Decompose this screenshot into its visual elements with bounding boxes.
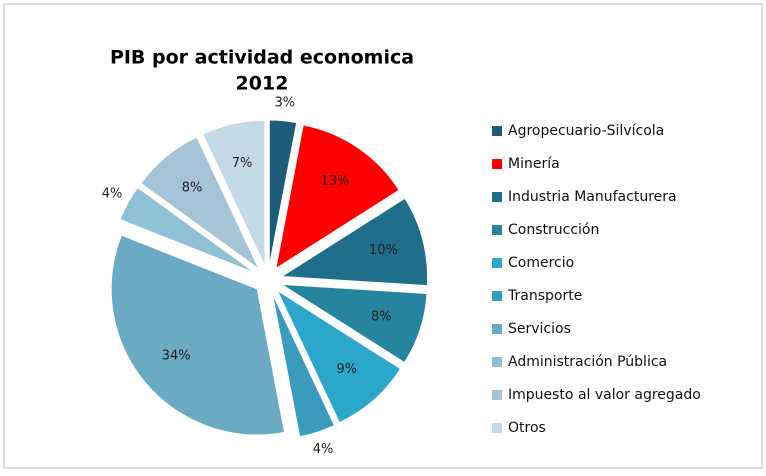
data-label: 8% <box>182 181 203 196</box>
legend-swatch <box>492 291 502 301</box>
legend-label: Industria Manufacturera <box>508 189 677 205</box>
legend-label: Construcción <box>508 222 599 238</box>
pie-slice <box>268 119 298 267</box>
pie-slice <box>271 293 336 438</box>
data-label: 34% <box>162 348 191 363</box>
legend-label: Transporte <box>507 288 582 304</box>
pie-slice <box>275 124 400 270</box>
legend-swatch <box>492 324 502 334</box>
pie-slice <box>140 136 260 270</box>
data-label: 9% <box>336 362 357 377</box>
legend-label: Comercio <box>508 255 574 271</box>
data-label: 4% <box>313 442 334 457</box>
legend-label: Minería <box>508 156 560 172</box>
legend-swatch <box>492 390 502 400</box>
pie-slice <box>279 197 429 287</box>
chart-subtitle: 2012 <box>236 73 289 95</box>
legend-swatch <box>492 423 502 433</box>
pie-slice <box>202 119 266 267</box>
legend-swatch <box>492 126 502 136</box>
legend-swatch <box>492 192 502 202</box>
pie-slice <box>119 186 257 274</box>
legend-swatch <box>492 159 502 169</box>
data-label: 3% <box>274 95 295 110</box>
legend-swatch <box>492 225 502 235</box>
legend-label: Otros <box>508 420 546 436</box>
legend-label: Agropecuario-Silvícola <box>508 123 664 139</box>
data-label: 7% <box>232 156 253 171</box>
pie-slice <box>276 289 402 424</box>
chart-title: PIB por actividad economica <box>110 47 414 69</box>
legend-label: Impuesto al valor agregado <box>508 387 701 403</box>
data-label: 8% <box>371 309 392 324</box>
legend-label: Administración Pública <box>508 354 667 370</box>
data-label: 4% <box>102 187 123 202</box>
data-label: 13% <box>321 174 350 189</box>
data-label: 10% <box>369 243 398 258</box>
legend-swatch <box>492 357 502 367</box>
legend-swatch <box>492 258 502 268</box>
pie-slice <box>281 283 428 364</box>
pie-slice <box>110 234 286 436</box>
legend-label: Servicios <box>508 321 571 337</box>
